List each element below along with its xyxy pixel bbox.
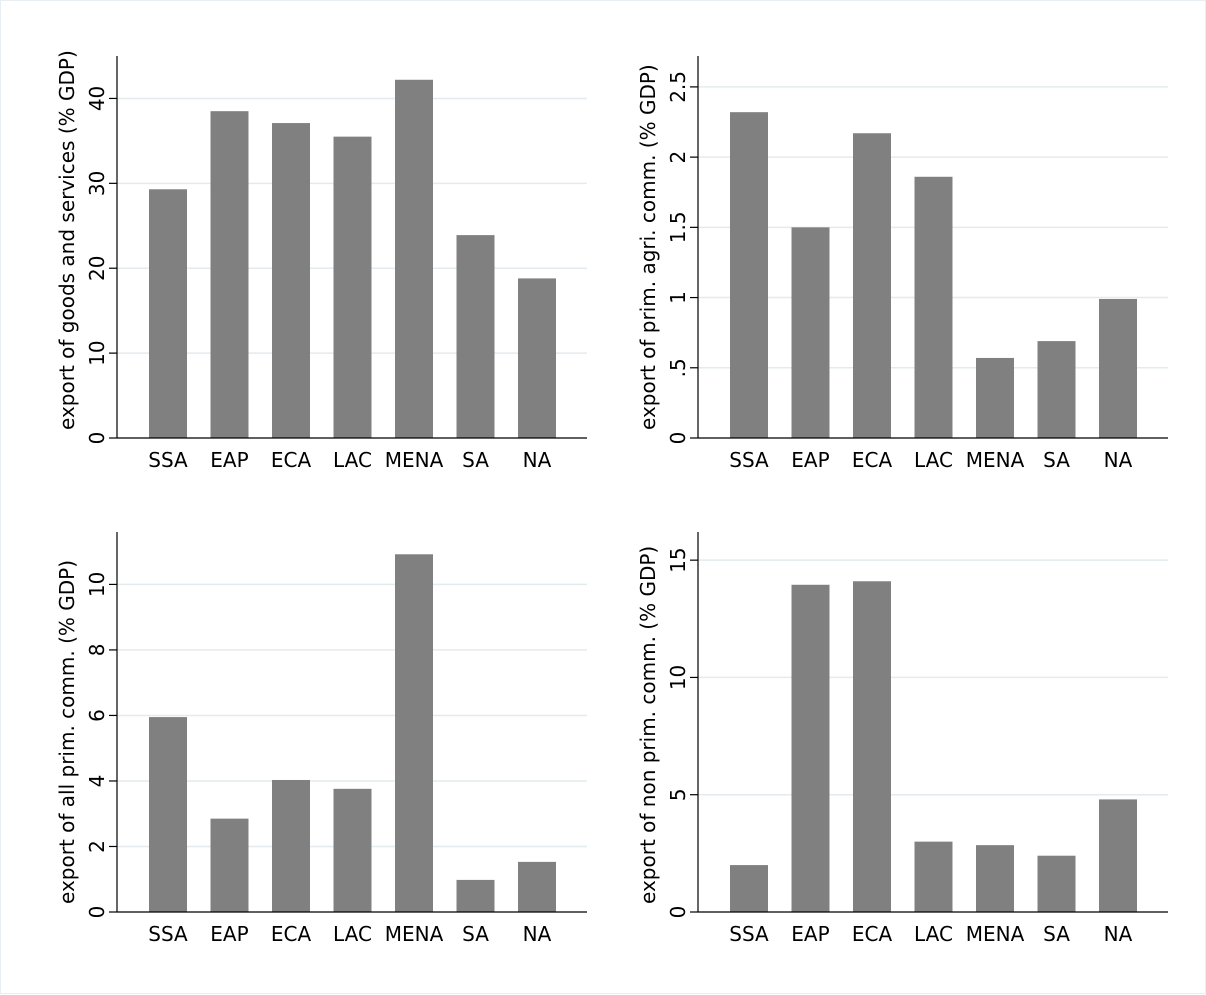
x-tick-label: NA	[523, 448, 552, 472]
x-tick-label: EAP	[210, 448, 248, 472]
y-tick-label: 1	[666, 291, 690, 304]
bar-eap	[791, 584, 830, 912]
bar-ssa	[149, 717, 187, 912]
bar-na	[518, 278, 556, 438]
x-tick-label: SSA	[729, 922, 769, 946]
x-tick-label: LAC	[914, 448, 953, 472]
bar-eap	[791, 227, 830, 438]
x-tick-label: ECA	[271, 448, 312, 472]
y-axis-label: export of all prim. comm. (% GDP)	[55, 560, 79, 904]
bar-ssa	[730, 112, 768, 439]
bar-lac	[333, 788, 372, 912]
bar-mena	[976, 845, 1014, 912]
bar-eap	[210, 111, 249, 438]
x-tick-label: NA	[523, 922, 552, 946]
bar-eap	[210, 818, 249, 912]
x-tick-label: MENA	[385, 448, 444, 472]
y-tick-label: 10	[666, 665, 690, 690]
x-tick-label: SSA	[148, 448, 188, 472]
bar-mena	[395, 79, 433, 438]
bar-eca	[272, 123, 310, 438]
x-tick-label: NA	[1104, 448, 1133, 472]
x-tick-label: MENA	[966, 922, 1025, 946]
bar-ssa	[730, 865, 768, 912]
bar-sa	[1037, 855, 1076, 912]
x-tick-label: SSA	[148, 922, 188, 946]
x-tick-label: ECA	[852, 448, 893, 472]
y-tick-label: 20	[85, 255, 109, 280]
x-tick-label: SA	[462, 448, 489, 472]
x-tick-label: LAC	[914, 922, 953, 946]
y-axis-label: export of prim. agri. comm. (% GDP)	[636, 64, 660, 430]
chart-panel-4: 0 5 10 15 SSA EAP ECA LAC MENA SA NA export of non …	[636, 532, 1168, 946]
x-tick-label: SSA	[729, 448, 769, 472]
y-tick-label: 0	[666, 906, 690, 919]
chart-panel-3: 0 2 4 6 8 10 SSA EAP ECA LAC MENA SA NA export of all…	[55, 532, 587, 946]
y-tick-label: 8	[85, 644, 109, 657]
bar-na	[1099, 298, 1137, 438]
bar-eca	[853, 133, 891, 438]
y-tick-label: 2	[666, 151, 690, 164]
y-tick-label: 30	[85, 171, 109, 196]
x-tick-label: SA	[1043, 448, 1070, 472]
bar-mena	[395, 554, 433, 912]
chart-panel-2: 0 .5 1 1.5 2 2.5 SSA EAP ECA LAC MENA SA NA export of…	[636, 56, 1168, 472]
y-tick-label: 2	[85, 840, 109, 853]
bar-eca	[853, 581, 891, 912]
bar-lac	[914, 176, 953, 438]
x-tick-label: ECA	[852, 922, 893, 946]
y-tick-label: 10	[85, 340, 109, 365]
bar-sa	[456, 879, 495, 912]
x-tick-label: SA	[462, 922, 489, 946]
x-tick-label: EAP	[210, 922, 248, 946]
y-axis-label: export of goods and services (% GDP)	[55, 50, 79, 430]
x-tick-label: SA	[1043, 922, 1070, 946]
bar-na	[518, 861, 556, 912]
bar-lac	[914, 841, 953, 912]
y-tick-label: 2.5	[666, 71, 690, 103]
y-tick-label: 1.5	[666, 211, 690, 243]
bar-sa	[456, 235, 495, 438]
x-tick-label: MENA	[966, 448, 1025, 472]
x-tick-label: EAP	[791, 448, 829, 472]
y-axis-label: export of non prim. comm. (% GDP)	[636, 546, 660, 904]
y-tick-label: .5	[666, 358, 690, 377]
bar-lac	[333, 136, 372, 438]
x-tick-label: LAC	[333, 922, 372, 946]
bar-na	[1099, 799, 1137, 912]
bar-eca	[272, 779, 310, 912]
bar-ssa	[149, 189, 187, 438]
x-tick-label: NA	[1104, 922, 1133, 946]
y-tick-label: 0	[85, 432, 109, 445]
y-tick-label: 6	[85, 709, 109, 722]
x-tick-label: EAP	[791, 922, 829, 946]
x-tick-label: MENA	[385, 922, 444, 946]
y-tick-label: 10	[85, 572, 109, 597]
y-tick-label: 40	[85, 86, 109, 111]
y-tick-label: 0	[666, 432, 690, 445]
x-tick-label: LAC	[333, 448, 372, 472]
y-tick-label: 0	[85, 906, 109, 919]
chart-panel-1: 0 10 20 30 40 SSA EAP ECA LAC MENA SA NA export of g…	[55, 50, 587, 472]
y-tick-label: 5	[666, 788, 690, 801]
y-tick-label: 15	[666, 547, 690, 572]
y-tick-label: 4	[85, 775, 109, 788]
bar-sa	[1037, 341, 1076, 438]
x-tick-label: ECA	[271, 922, 312, 946]
bar-mena	[976, 357, 1014, 438]
